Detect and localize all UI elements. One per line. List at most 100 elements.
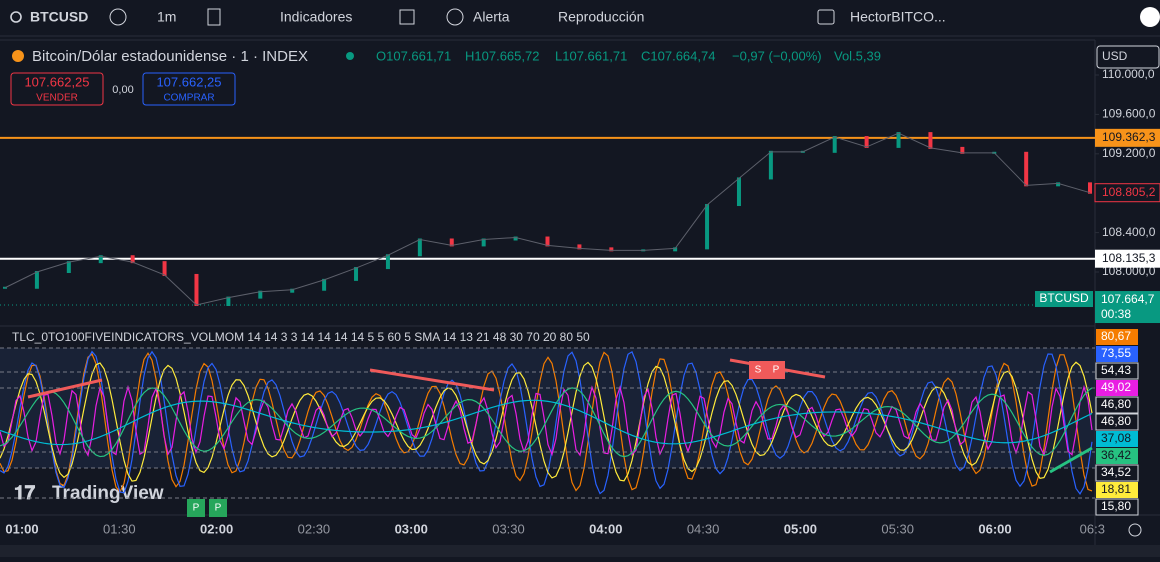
sell-button[interactable] [10,72,104,106]
replay-button[interactable]: Reproducción [558,9,644,25]
oscillator-line [0,399,1093,446]
indicator-value: 18,81 [1101,482,1131,496]
candles-icon[interactable] [207,8,221,26]
time-label: 02:30 [298,521,331,536]
indicator-value: 46,80 [1101,397,1131,411]
candle [258,290,263,299]
symbol-tag-label: BTCUSD [1039,291,1089,305]
indicator-value-tag [1095,396,1139,414]
legend-close: C107.664,74 [641,48,715,63]
candle [194,273,199,306]
indicator-value-tag [1096,380,1138,396]
buy-price[interactable]: 107.662,25 [156,74,221,89]
indicator-value: 15,80 [1101,499,1131,513]
trend-line [27,378,103,399]
level-tag [1095,128,1160,147]
high-label: 108.805,2 [1102,185,1156,199]
checkbox[interactable] [817,9,835,25]
indicator-value-tag [1096,431,1138,447]
alert-button[interactable]: Alerta [473,9,510,25]
level-tag [1095,249,1160,268]
layout-name[interactable]: HectorBITCO... [850,9,946,25]
oscillator-line [0,384,1093,457]
legend-change: −0,97 (−0,00%) [732,48,822,63]
indicator-value-tag [1096,346,1138,362]
indicator-value-tag [1095,498,1139,516]
signal-box [749,361,767,379]
candle [481,238,486,247]
sell-price[interactable]: 107.662,25 [24,74,89,89]
coin-icon [12,50,24,62]
legend-volume: Vol.5,39 [834,48,881,63]
candle [1088,182,1092,194]
indicators-button[interactable]: Indicadores [280,9,352,25]
alert-icon[interactable] [446,8,464,26]
time-label: 06:00 [978,521,1011,536]
brand: TradingView [52,483,164,504]
symbol[interactable]: BTCUSD [30,9,88,25]
price-tick-label: 110.000,0 [1102,67,1155,81]
sell-label[interactable]: VENDER [36,93,78,104]
candle [864,136,869,148]
trend-line [369,368,495,392]
candle [1056,182,1061,187]
last-label: 107.664,7 [1101,292,1155,306]
oscillator-line [0,350,1093,495]
level-label: 109.362,3 [1102,130,1156,144]
candle [98,255,103,264]
price-tick-label: 109.200,0 [1102,146,1156,160]
last-tag [1095,291,1160,324]
currency-box[interactable] [1096,45,1160,69]
candle [609,247,614,252]
indicator-value: 80,67 [1101,329,1131,343]
legend-name: Bitcoin/Dólar estadounidense · 1 · INDEX [32,48,308,65]
time-label: 05:30 [881,521,914,536]
symbol-tag [1035,291,1093,308]
candle [66,261,71,273]
time-label: 03:00 [395,521,428,536]
spread: 0,00 [112,84,133,96]
indicator-value-tag [1096,482,1138,498]
time-label: 06:3 [1080,521,1105,536]
indicator-value: 46,80 [1101,414,1131,428]
signal-box [187,499,205,517]
candle [928,132,933,149]
signal-box [209,499,227,517]
indicator-value: 73,55 [1101,346,1131,360]
oscillator-line [0,387,1093,458]
add-icon[interactable] [109,8,127,26]
search-icon[interactable] [10,11,22,23]
level-label: 108.135,3 [1102,251,1156,265]
signal-label: S [755,365,762,376]
indicator-value-tag [1095,413,1139,431]
indicator-value: 36,42 [1101,448,1131,462]
status-dot [346,52,354,60]
avatar[interactable] [1140,7,1160,27]
bottom-bar [0,545,1160,557]
time-label: 03:30 [492,521,525,536]
buy-button[interactable] [142,72,236,106]
candle [322,278,327,291]
layouts-icon[interactable] [399,9,415,25]
indicator-value: 54,43 [1101,363,1131,377]
signal-box [767,361,785,379]
indicator-value: 34,52 [1101,465,1131,479]
candle [832,136,837,153]
candle [577,244,582,250]
indicator-value: 49,02 [1101,380,1131,394]
time-label: 04:00 [589,521,622,536]
candle [385,254,390,270]
candle [226,296,231,306]
candle [705,204,710,250]
countdown: 00:38 [1101,307,1131,321]
high-tag [1094,183,1160,203]
buy-label[interactable]: COMPRAR [163,93,214,104]
interval[interactable]: 1m [157,9,176,25]
signal-label: P [193,503,200,514]
time-label: 01:00 [5,521,38,536]
indicator-value-tag [1096,448,1138,464]
currency[interactable]: USD [1102,49,1128,63]
indicator-value-tag [1095,362,1139,380]
settings-icon[interactable] [1128,523,1142,537]
